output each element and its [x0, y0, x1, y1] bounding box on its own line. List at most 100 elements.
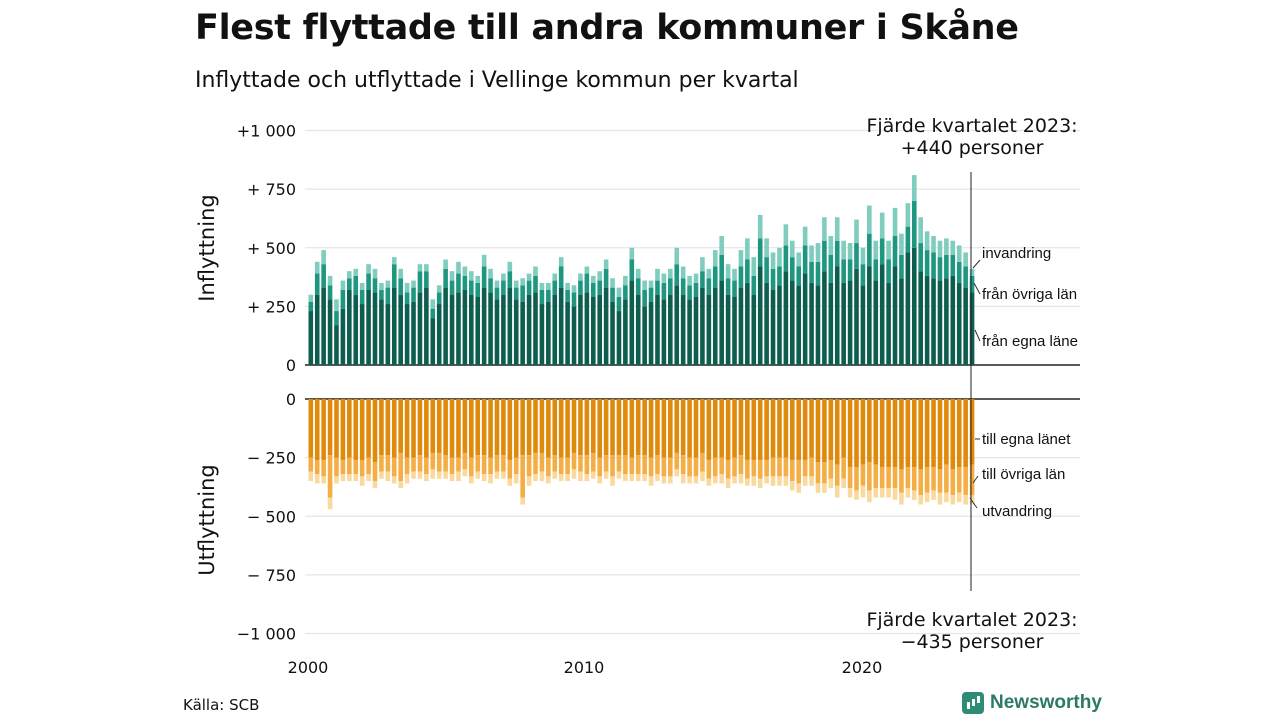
- utflyttning-bar: [334, 399, 339, 458]
- utflyttning-bar: [629, 457, 635, 475]
- y-axis-title-inflyttning: Inflyttning: [195, 194, 219, 301]
- utflyttning-bar: [558, 457, 564, 475]
- utflyttning-bar: [353, 459, 359, 475]
- brand-logo[interactable]: Newsworthy: [962, 692, 1102, 714]
- inflyttning-bar: [552, 280, 558, 295]
- inflyttning-bar: [745, 282, 750, 365]
- inflyttning-bar: [616, 287, 622, 297]
- inflyttning-bar: [513, 280, 519, 288]
- inflyttning-bar: [507, 271, 513, 288]
- utflyttning-bar: [334, 457, 339, 477]
- utflyttning-bar: [783, 457, 789, 477]
- inflyttning-bar: [552, 294, 558, 365]
- inflyttning-bar: [501, 280, 506, 295]
- inflyttning-bar: [924, 250, 930, 276]
- utflyttning-bar: [411, 399, 416, 458]
- inflyttning-bar: [526, 280, 532, 295]
- utflyttning-bar: [578, 399, 583, 456]
- inflyttning-bar: [520, 301, 525, 365]
- utflyttning-bar: [873, 464, 879, 489]
- utflyttning-bar: [879, 399, 885, 467]
- utflyttning-bar: [610, 476, 615, 486]
- inflyttning-bar: [815, 285, 821, 365]
- series-label-leader: [974, 329, 981, 342]
- inflyttning-bar: [430, 308, 436, 319]
- utflyttning-bar: [379, 455, 384, 472]
- inflyttning-bar: [680, 278, 686, 295]
- utflyttning-bar: [931, 399, 936, 467]
- utflyttning-bar: [956, 399, 962, 467]
- inflyttning-bar: [770, 252, 776, 269]
- utflyttning-bar: [648, 476, 654, 486]
- inflyttning-bar: [706, 278, 712, 295]
- inflyttning-bar: [860, 247, 866, 265]
- x-tick-label: 2020: [842, 658, 883, 677]
- utflyttning-bar: [911, 467, 917, 491]
- utflyttning-bar: [815, 399, 821, 463]
- inflyttning-bar: [924, 275, 930, 365]
- utflyttning-bar: [372, 399, 378, 463]
- inflyttning-bar: [693, 282, 699, 297]
- inflyttning-bar: [719, 254, 724, 281]
- utflyttning-bar: [693, 457, 699, 477]
- inflyttning-bar: [661, 282, 667, 300]
- inflyttning-bar: [456, 273, 461, 293]
- inflyttning-bar: [790, 257, 795, 281]
- y-tick-label: +1 000: [237, 122, 296, 141]
- inflyttning-bar: [449, 294, 455, 365]
- utflyttning-bar: [751, 399, 757, 460]
- inflyttning-bar: [770, 268, 776, 290]
- utflyttning-bar: [513, 399, 519, 458]
- inflyttning-bar: [462, 289, 468, 365]
- inflyttning-bar: [501, 273, 506, 281]
- inflyttning-bar: [950, 254, 956, 276]
- inflyttning-bar: [321, 264, 326, 288]
- inflyttning-bar: [494, 280, 500, 288]
- inflyttning-bar: [520, 278, 525, 286]
- y-tick-label: −1 000: [237, 625, 296, 644]
- utflyttning-bar: [931, 467, 936, 491]
- utflyttning-bar: [712, 476, 718, 484]
- utflyttning-bar: [712, 457, 718, 477]
- series-label: utvandring: [982, 503, 1052, 520]
- inflyttning-bar: [854, 219, 859, 244]
- inflyttning-bar: [783, 245, 789, 272]
- utflyttning-bar: [436, 471, 442, 479]
- inflyttning-bar: [687, 299, 692, 365]
- inflyttning-bar: [321, 287, 326, 365]
- utflyttning-bar: [321, 399, 326, 460]
- inflyttning-bar: [918, 243, 923, 272]
- utflyttning-bar: [725, 399, 731, 460]
- inflyttning-bar: [494, 299, 500, 365]
- utflyttning-bar: [501, 399, 506, 456]
- inflyttning-bar: [841, 240, 846, 260]
- inflyttning-bar: [533, 292, 538, 365]
- inflyttning-bar: [944, 278, 949, 365]
- inflyttning-bar: [802, 245, 808, 274]
- inflyttning-bar: [802, 226, 808, 246]
- utflyttning-bar: [494, 399, 500, 456]
- inflyttning-bar: [411, 287, 416, 302]
- utflyttning-bar: [963, 399, 968, 467]
- utflyttning-bar: [642, 474, 647, 482]
- inflyttning-bar: [321, 250, 326, 265]
- inflyttning-bar: [847, 243, 853, 260]
- inflyttning-bar: [347, 278, 352, 290]
- utflyttning-bar: [969, 464, 975, 496]
- utflyttning-bar: [738, 474, 744, 484]
- inflyttning-bar: [578, 280, 583, 295]
- inflyttning-bar: [590, 297, 596, 365]
- utflyttning-bar: [430, 469, 436, 479]
- inflyttning-bar: [481, 254, 487, 267]
- inflyttning-bar: [501, 294, 506, 365]
- inflyttning-bar: [911, 200, 917, 248]
- inflyttning-bar: [417, 292, 423, 365]
- utflyttning-bar: [700, 452, 705, 472]
- utflyttning-bar: [899, 399, 904, 470]
- utflyttning-bar: [764, 476, 769, 484]
- utflyttning-bar: [847, 399, 853, 467]
- inflyttning-bar: [597, 294, 602, 365]
- utflyttning-bar: [918, 469, 923, 496]
- inflyttning-bar: [918, 271, 923, 365]
- y-tick-label: − 250: [247, 449, 296, 468]
